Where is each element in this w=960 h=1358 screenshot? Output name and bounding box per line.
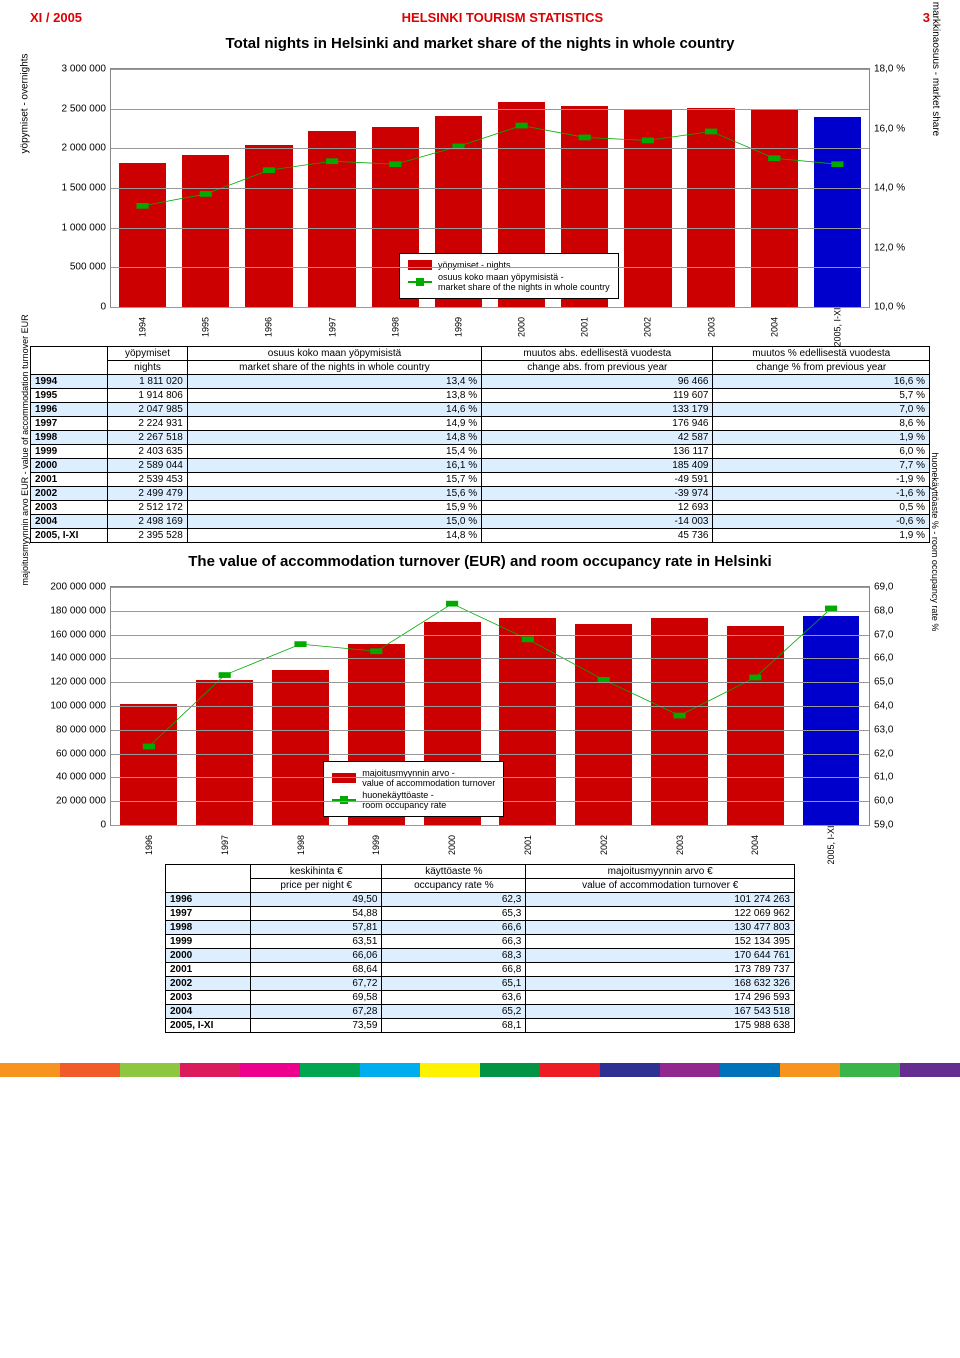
table-row: 200066,0668,3170 644 761: [166, 949, 795, 963]
y-left-tick: 500 000: [41, 262, 106, 273]
y-left-tick: 0: [41, 820, 106, 831]
table-row: 19992 403 63515,4 %136 1176,0 %: [31, 445, 930, 459]
table-row: 200168,6466,8173 789 737: [166, 963, 795, 977]
y-left-tick: 2 500 000: [41, 103, 106, 114]
header-center: HELSINKI TOURISM STATISTICS: [402, 10, 604, 25]
y-left-tick: 20 000 000: [41, 796, 106, 807]
x-label: 1997: [220, 807, 230, 883]
y-right-tick: 66,0: [874, 653, 919, 664]
table-row: 19982 267 51814,8 %42 5871,9 %: [31, 431, 930, 445]
x-label: 1999: [453, 295, 463, 358]
y-left-tick: 60 000 000: [41, 748, 106, 759]
chart2: majoitusmyynnin arvo EUR - value of acco…: [30, 576, 930, 856]
table-row: 2005, I-XI73,5968,1175 988 638: [166, 1019, 795, 1033]
table-row: 200467,2865,2167 543 518: [166, 1005, 795, 1019]
chart2-legend: majoitusmyynnin arvo -value of accommoda…: [323, 761, 504, 817]
x-label: 2003: [706, 295, 716, 358]
y-left-tick: 2 000 000: [41, 143, 106, 154]
x-label: 1997: [327, 295, 337, 358]
table-row: 2005, I-XI2 395 52814,8 %45 7361,9 %: [31, 529, 930, 543]
table1: yöpymiset osuus koko maan yöpymisistä mu…: [30, 346, 930, 543]
chart2-yright-title: huonekäyttöaste % - room occupancy rate …: [930, 452, 940, 631]
y-right-tick: 68,0: [874, 605, 919, 616]
y-right-tick: 59,0: [874, 820, 919, 831]
chart1-yright-title: markkinaosuus - market share: [930, 2, 941, 137]
y-right-tick: 14,0 %: [874, 183, 919, 194]
chart2-yleft-title: majoitusmyynnin arvo EUR - value of acco…: [20, 314, 30, 585]
table-row: 20032 512 17215,9 %12 6930,5 %: [31, 501, 930, 515]
table-row: 199754,8865,3122 069 962: [166, 907, 795, 921]
page-header: XI / 2005 HELSINKI TOURISM STATISTICS 3: [30, 10, 930, 25]
y-right-tick: 69,0: [874, 582, 919, 593]
x-label: 1998: [390, 295, 400, 358]
x-label: 1996: [264, 295, 274, 358]
table-row: 20022 499 47915,6 %-39 974-1,6 %: [31, 487, 930, 501]
chart1-yleft-title: yöpymiset - overnights: [20, 53, 31, 153]
table-row: 19972 224 93114,9 %176 9468,6 %: [31, 417, 930, 431]
y-left-tick: 180 000 000: [41, 605, 106, 616]
y-left-tick: 140 000 000: [41, 653, 106, 664]
y-right-tick: 65,0: [874, 677, 919, 688]
x-label: 1995: [201, 295, 211, 358]
x-label: 2001: [523, 807, 533, 883]
x-label: 1994: [138, 295, 148, 358]
table-row: 199649,5062,3101 274 263: [166, 893, 795, 907]
table-row: 20012 539 45315,7 %-49 591-1,9 %: [31, 473, 930, 487]
x-label: 2004: [769, 295, 779, 358]
y-right-tick: 63,0: [874, 724, 919, 735]
table-row: 200267,7265,1168 632 326: [166, 977, 795, 991]
y-right-tick: 18,0 %: [874, 64, 919, 75]
chart1-title: Total nights in Helsinki and market shar…: [30, 35, 930, 52]
y-left-tick: 80 000 000: [41, 724, 106, 735]
table2: keskihinta € käyttöaste % majoitusmyynni…: [165, 864, 795, 1033]
x-label: 2000: [447, 807, 457, 883]
y-right-tick: 10,0 %: [874, 302, 919, 313]
y-right-tick: 16,0 %: [874, 123, 919, 134]
x-label: 2002: [599, 807, 609, 883]
y-right-tick: 60,0: [874, 796, 919, 807]
table-row: 20002 589 04416,1 %185 4097,7 %: [31, 459, 930, 473]
y-left-tick: 100 000 000: [41, 701, 106, 712]
table-row: 20042 498 16915,0 %-14 003-0,6 %: [31, 515, 930, 529]
y-right-tick: 12,0 %: [874, 242, 919, 253]
color-stripe-footer: [0, 1063, 960, 1077]
x-label: 2004: [750, 807, 760, 883]
table-row: 19951 914 80613,8 %119 6075,7 %: [31, 389, 930, 403]
y-left-tick: 40 000 000: [41, 772, 106, 783]
header-right: 3: [923, 10, 930, 25]
x-label: 1998: [295, 807, 305, 883]
chart1-legend: yöpymiset - nights osuus koko maan yöpym…: [399, 253, 619, 299]
y-left-tick: 3 000 000: [41, 64, 106, 75]
x-label: 2002: [643, 295, 653, 358]
table-row: 19941 811 02013,4 %96 46616,6 %: [31, 375, 930, 389]
y-left-tick: 200 000 000: [41, 582, 106, 593]
x-label: 1999: [371, 807, 381, 883]
chart1: yöpymiset - overnights markkinaosuus - m…: [30, 58, 930, 338]
chart2-title: The value of accommodation turnover (EUR…: [30, 553, 930, 570]
y-left-tick: 0: [41, 302, 106, 313]
y-left-tick: 120 000 000: [41, 677, 106, 688]
x-label: 2001: [580, 295, 590, 358]
y-right-tick: 61,0: [874, 772, 919, 783]
y-left-tick: 1 000 000: [41, 222, 106, 233]
y-right-tick: 67,0: [874, 629, 919, 640]
table-row: 199963,5166,3152 134 395: [166, 935, 795, 949]
y-right-tick: 62,0: [874, 748, 919, 759]
header-left: XI / 2005: [30, 10, 82, 25]
x-label: 2000: [517, 295, 527, 358]
y-left-tick: 1 500 000: [41, 183, 106, 194]
x-label: 1996: [144, 807, 154, 883]
table-row: 19962 047 98514,6 %133 1797,0 %: [31, 403, 930, 417]
y-right-tick: 64,0: [874, 701, 919, 712]
x-label: 2005, I-XI: [832, 295, 842, 358]
y-left-tick: 160 000 000: [41, 629, 106, 640]
x-label: 2003: [674, 807, 684, 883]
table-row: 199857,8166,6130 477 803: [166, 921, 795, 935]
table-row: 200369,5863,6174 296 593: [166, 991, 795, 1005]
x-label: 2005, I-XI: [826, 807, 836, 883]
